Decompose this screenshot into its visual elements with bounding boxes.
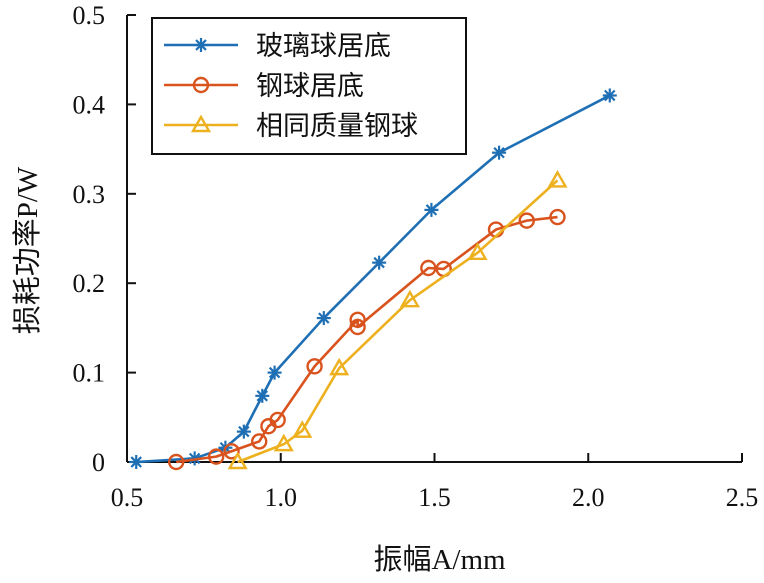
- series-2: [227, 169, 568, 470]
- legend-label: 相同质量钢球: [256, 111, 418, 141]
- series-line: [176, 215, 558, 464]
- x-tick-label: 1.5: [418, 483, 451, 512]
- data-point-circle: [306, 358, 323, 375]
- y-tick-label: 0.5: [73, 1, 106, 30]
- data-point-circle: [167, 453, 185, 471]
- data-point-star: [424, 202, 439, 217]
- series-1: [167, 208, 566, 471]
- data-point-circle: [207, 448, 225, 465]
- data-point-star: [316, 311, 331, 326]
- data-point-star: [236, 424, 251, 439]
- data-point-star: [129, 455, 144, 469]
- data-point-circle: [549, 208, 566, 226]
- legend-label: 玻璃球居底: [256, 31, 391, 61]
- x-tick-label: 2.0: [572, 483, 605, 512]
- axes: 0.5 1.0 1.5 2.0 2.5 0 0.1 0.2 0.3 0.4 0.5 振幅A/mm 损耗功…: [11, 1, 758, 576]
- data-point-star: [194, 38, 208, 52]
- data-point-star: [602, 88, 617, 103]
- data-point-triangle: [190, 114, 212, 133]
- y-tick-label: 0.3: [73, 180, 106, 209]
- data-point-circle: [349, 311, 366, 329]
- data-point-star: [372, 255, 387, 270]
- data-point-star: [255, 388, 270, 403]
- y-tick-label: 0: [92, 448, 105, 477]
- y-tick-label: 0.4: [73, 90, 106, 119]
- y-tick-label: 0.1: [73, 359, 106, 388]
- data-point-triangle: [227, 451, 248, 470]
- data-point-triangle: [467, 242, 488, 261]
- y-axis-title: 损耗功率P/W: [11, 166, 44, 334]
- data-point-circle: [223, 443, 240, 460]
- data-point-triangle: [273, 433, 294, 452]
- data-point-star: [267, 365, 282, 380]
- data-point-circle: [349, 318, 366, 336]
- data-point-star: [492, 145, 507, 160]
- x-axis-title: 振幅A/mm: [373, 543, 506, 576]
- data-point-circle: [251, 433, 268, 450]
- y-tick-label: 0.2: [73, 269, 106, 298]
- data-point-circle: [269, 411, 286, 429]
- series-layer: [129, 88, 617, 471]
- data-point-circle: [420, 259, 437, 277]
- x-tick-label: 0.5: [111, 483, 144, 512]
- x-tick-label: 1.0: [265, 483, 298, 512]
- data-point-triangle: [329, 357, 350, 376]
- data-point-circle: [518, 212, 535, 229]
- data-point-triangle: [547, 169, 568, 188]
- data-point-triangle: [292, 420, 313, 438]
- legend-label: 钢球居底: [256, 71, 364, 101]
- series-line: [237, 179, 559, 464]
- data-point-triangle: [399, 289, 420, 308]
- x-tick-label: 2.5: [726, 483, 759, 512]
- data-point-circle: [192, 76, 210, 94]
